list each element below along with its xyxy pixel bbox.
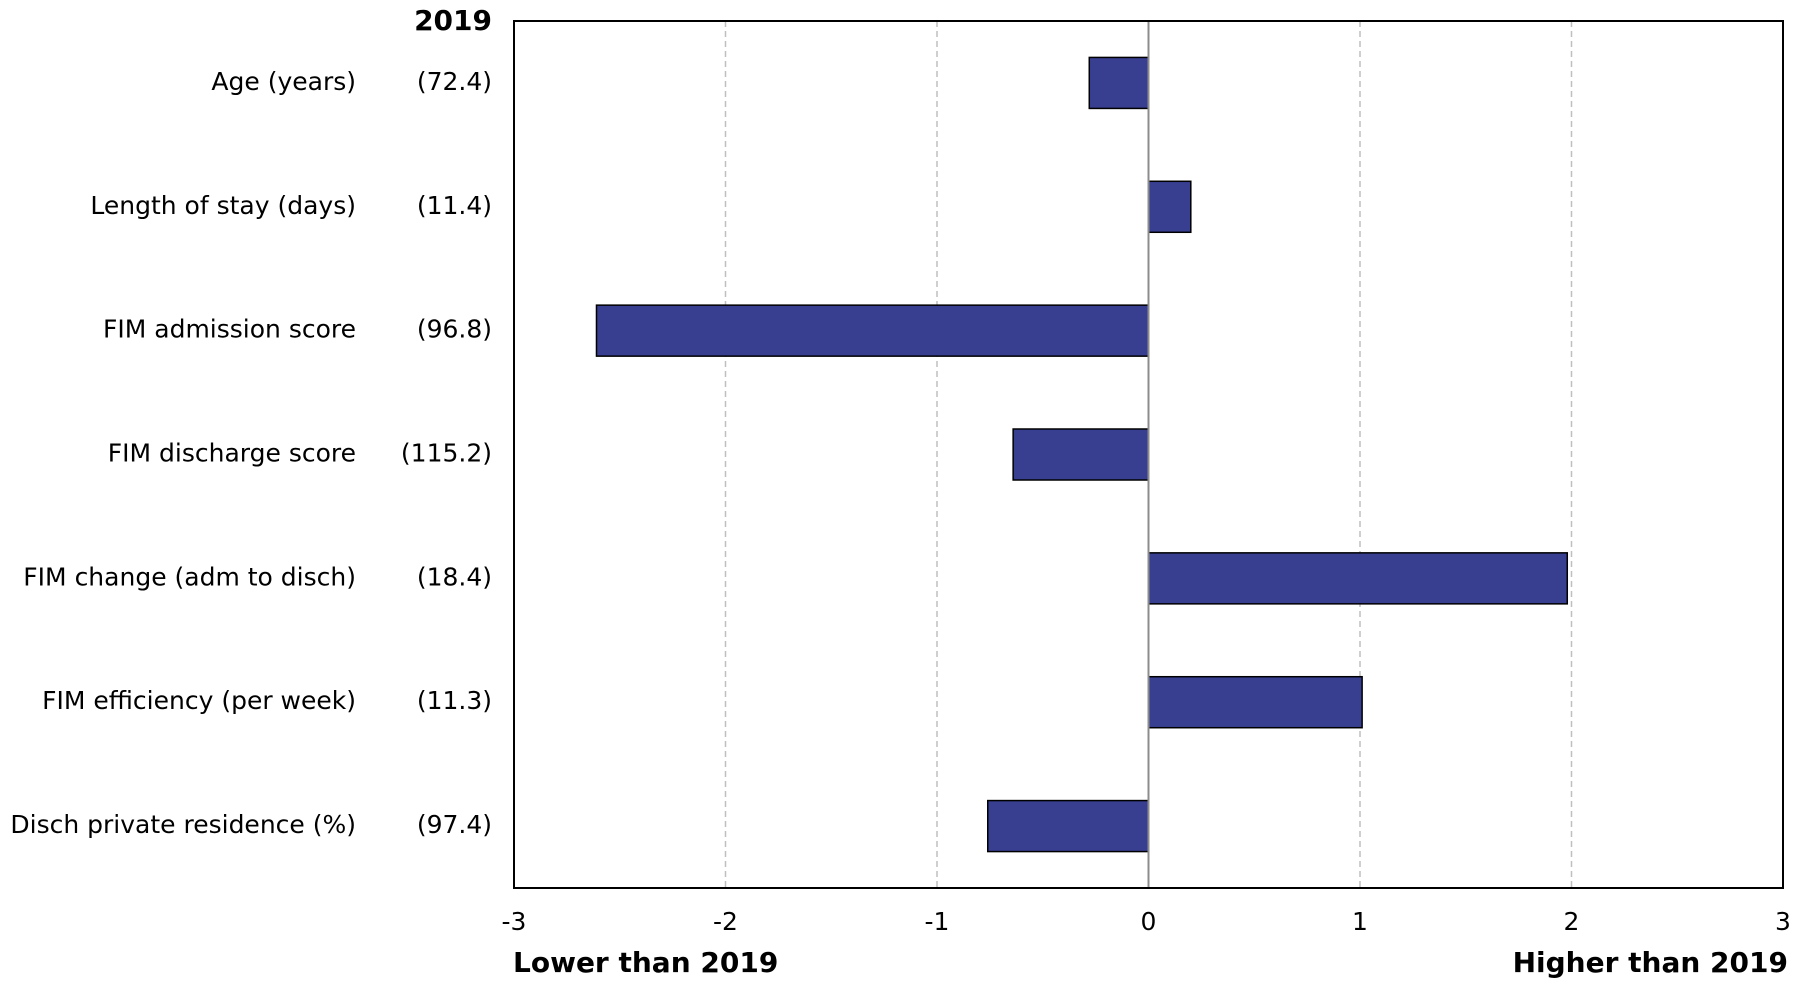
x-label-higher: Higher than 2019 [1513,946,1788,979]
bar [1147,675,1363,729]
bar [1088,56,1150,110]
baseline-value-label: (11.4) [417,191,492,220]
category-label: FIM change (adm to disch) [23,562,356,591]
x-tick-label: 3 [1775,907,1791,936]
baseline-value-label: (11.3) [417,686,492,715]
category-label: Disch private residence (%) [10,810,356,839]
category-labels: Age (years) Length of stay (days) FIM admi… [10,67,356,839]
bar [1012,428,1150,481]
bar [1147,180,1192,234]
x-tick-label: -2 [713,907,738,936]
bar [595,304,1150,357]
category-label: Age (years) [211,67,356,96]
bar [1147,552,1569,605]
x-tick-label: 0 [1141,907,1157,936]
category-label: FIM efficiency (per week) [42,686,356,715]
x-tick-label: -3 [502,907,527,936]
x-tick-label: 2 [1564,907,1580,936]
plot-frame [513,20,1784,889]
baseline-year-header: 2019 [414,4,492,37]
x-tick-label: -1 [925,907,950,936]
x-tick-labels: -3 -2 -1 0 1 2 3 [502,907,1791,936]
category-label: FIM discharge score [108,439,356,468]
x-label-lower: Lower than 2019 [513,946,778,979]
bars [595,56,1569,853]
bar [987,799,1150,853]
x-tick-label: 1 [1352,907,1368,936]
baseline-value-label: (115.2) [401,439,492,468]
baseline-value-label: (18.4) [417,562,492,591]
baseline-value-label: (72.4) [417,67,492,96]
category-label: Length of stay (days) [90,191,356,220]
baseline-value-label: (97.4) [417,810,492,839]
gridlines [724,21,1573,888]
baseline-value-labels: (72.4) (11.4) (96.8) (115.2) (18.4) (11.3) (97… [401,67,492,839]
category-label: FIM admission score [103,315,356,344]
baseline-value-label: (96.8) [417,315,492,344]
